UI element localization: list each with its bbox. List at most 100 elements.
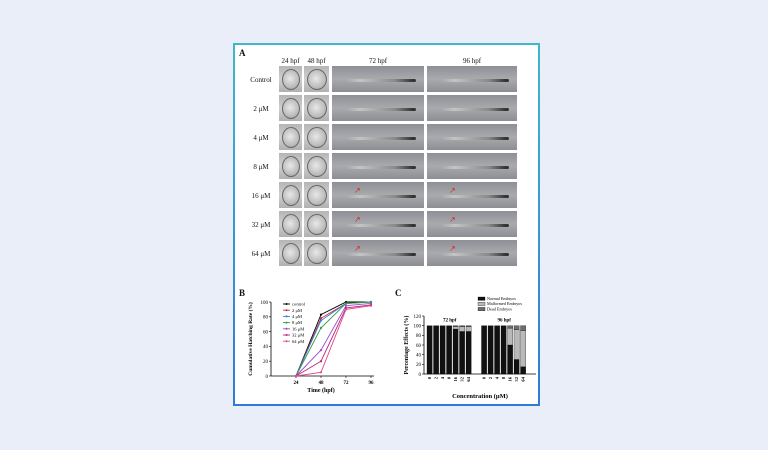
bar-segment — [494, 325, 500, 375]
x-tick-label: 2 — [488, 376, 493, 379]
x-axis-title: Time (hpf) — [307, 387, 334, 394]
embryo-image — [427, 124, 517, 150]
red-arrow-marker: ↗ — [449, 186, 456, 195]
legend-label: 32 μM — [292, 333, 304, 338]
x-tick-label: 64 — [521, 376, 526, 381]
red-arrow-marker: ↗ — [354, 186, 361, 195]
series-line — [295, 303, 372, 377]
bar-segment — [465, 326, 472, 332]
embryo-chorion — [307, 127, 327, 148]
bar-segment — [465, 325, 472, 327]
x-tick-label: 8 — [501, 376, 506, 379]
embryo-chorion — [307, 185, 327, 206]
embryo-chorion — [282, 127, 300, 148]
row-label: 64 μM — [251, 250, 271, 258]
bar-segment — [452, 325, 459, 327]
embryo-image: ↗ — [427, 211, 517, 237]
x-tick-label: 64 — [466, 376, 471, 381]
group-label: 72 hpf — [443, 319, 457, 324]
embryo-image — [304, 95, 329, 121]
figure-card: A 24 hpf 48 hpf 72 hpf 96 hpf Control 2 μM 4 μ… — [233, 43, 540, 406]
row-label: Control — [250, 76, 272, 84]
embryo-image: ↗ — [332, 211, 424, 237]
embryo-chorion — [282, 98, 300, 119]
hatching-rate-chart: 0 20 40 60 80 100 24 48 72 96 Time (hpf) Cumulative… — [247, 301, 375, 394]
y-tick-label: 0 — [266, 375, 269, 380]
embryo-chorion — [307, 69, 327, 90]
legend-marker — [285, 303, 288, 305]
legend-marker — [285, 340, 288, 343]
embryo-image — [427, 66, 517, 92]
y-tick-label: 60 — [416, 344, 422, 349]
bar-segment — [507, 327, 513, 346]
data-point — [319, 349, 323, 352]
legend-label: Malformed Embryos — [487, 301, 522, 306]
embryo-image — [332, 95, 424, 121]
data-point — [319, 317, 323, 320]
larva — [441, 79, 509, 82]
column-header: 72 hpf — [368, 57, 388, 65]
legend-marker — [285, 327, 288, 330]
bar-segment — [507, 325, 513, 329]
embryo-chorion — [282, 243, 300, 264]
legend-swatch — [477, 296, 486, 301]
embryo-image — [304, 211, 329, 237]
y-tick-label: 80 — [263, 316, 269, 321]
row-label: 16 μM — [251, 192, 271, 200]
larva — [346, 79, 416, 82]
larva — [441, 253, 509, 256]
legend-swatch — [477, 302, 486, 306]
larva — [346, 137, 416, 140]
row-label: 8 μM — [253, 163, 269, 171]
legend-label: 2 μM — [292, 308, 302, 313]
bar-segment — [520, 325, 526, 331]
x-tick-label: 32 — [514, 376, 519, 381]
y-tick-label: 100 — [261, 301, 269, 306]
bar-segment — [520, 366, 526, 375]
embryo-image — [304, 66, 329, 92]
bar-segment — [446, 325, 452, 375]
larva — [346, 253, 416, 256]
data-point — [344, 304, 348, 307]
larva — [346, 195, 416, 198]
y-axis-title: Percentage Effects (%) — [403, 316, 410, 375]
embryo-chorion — [282, 185, 300, 206]
larva — [441, 166, 509, 169]
bar-segment — [439, 325, 446, 375]
bar-segment — [433, 325, 439, 375]
data-point — [319, 313, 323, 316]
bar-segment — [513, 325, 520, 330]
x-tick-label: 48 — [319, 381, 325, 386]
embryo-image: ↗ — [332, 240, 424, 266]
legend-label: 16 μM — [292, 326, 304, 331]
bar-segment — [452, 328, 459, 375]
bar-segment — [513, 329, 520, 360]
legend-marker — [285, 309, 288, 312]
embryo-chorion — [307, 98, 327, 119]
bar-segment — [507, 344, 513, 375]
x-tick-label: 0 — [482, 376, 487, 379]
legend-marker — [285, 315, 288, 318]
larva — [346, 224, 416, 227]
bar-segment — [481, 325, 487, 375]
embryo-image — [304, 153, 329, 179]
panel-a-letter: A — [239, 48, 246, 58]
x-tick-label: 96 — [369, 381, 375, 386]
legend-label: 64 μM — [292, 339, 304, 344]
embryo-image — [279, 66, 302, 92]
embryo-image — [279, 153, 302, 179]
embryo-image: ↗ — [332, 182, 424, 208]
x-tick-label: 8 — [447, 376, 452, 379]
embryo-image — [279, 124, 302, 150]
x-tick-label: 32 — [460, 376, 465, 381]
legend-label: 4 μM — [292, 314, 302, 319]
series-line — [295, 301, 372, 377]
legend-marker — [285, 334, 288, 336]
red-arrow-marker: ↗ — [354, 215, 361, 224]
embryo-image — [427, 153, 517, 179]
data-point — [344, 308, 348, 311]
data-point — [319, 371, 323, 374]
embryo-image — [279, 182, 302, 208]
x-axis-title: Concentration (μM) — [452, 393, 508, 400]
